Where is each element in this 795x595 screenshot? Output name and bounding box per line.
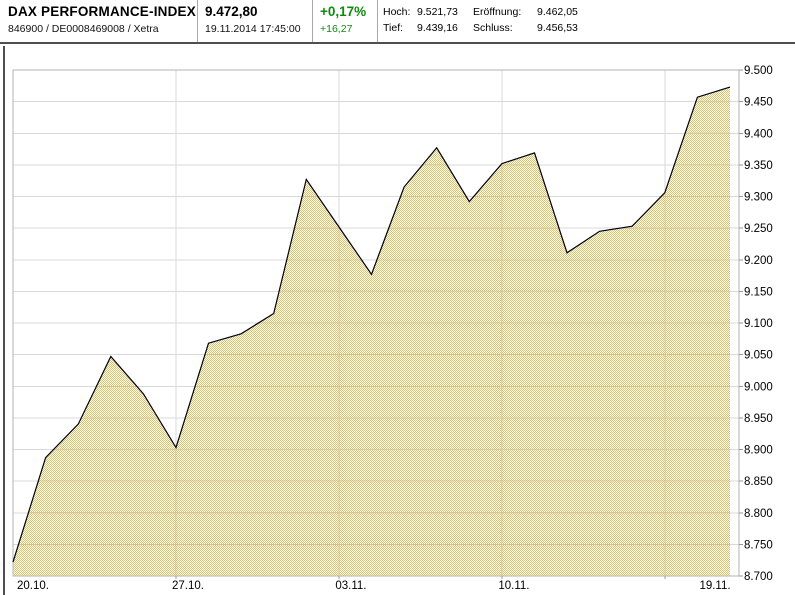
- y-axis-tick-label: 8.900: [744, 445, 773, 457]
- x-axis-tick-label: 27.10.: [172, 580, 204, 592]
- change-percent: +0,17%: [320, 4, 367, 19]
- open-label: Eröffnung:: [473, 6, 522, 18]
- y-axis-labels: 9.500 9.450 9.400 9.350 9.300 9.250 9.200 9.150…: [739, 65, 773, 583]
- price-area-fill: [13, 87, 730, 576]
- y-axis-tick-label: 9.500: [744, 65, 773, 77]
- x-axis-tick-label: 10.11.: [498, 580, 529, 592]
- quote-datetime: 19.11.2014 17:45:00: [205, 23, 301, 35]
- header-divider: [312, 0, 313, 42]
- low-value: 9.439,16: [417, 22, 458, 34]
- y-axis-tick-label: 8.700: [744, 571, 773, 583]
- stats-section: Hoch: 9.521,73 Eröffnung: 9.462,05 Tief:…: [383, 6, 578, 34]
- instrument-section: DAX PERFORMANCE-INDEX 846900 / DE0008469…: [8, 4, 196, 35]
- x-axis-labels: 20.10. 27.10. 03.11. 10.11. 19.11.: [17, 576, 731, 592]
- close-value: 9.456,53: [537, 22, 578, 34]
- instrument-ids: 846900 / DE0008469008 / Xetra: [8, 23, 159, 35]
- last-price: 9.472,80: [205, 4, 258, 19]
- y-axis-tick-label: 9.250: [744, 223, 773, 235]
- price-line: [12, 86, 731, 563]
- low-label: Tief:: [383, 22, 404, 34]
- price-chart: 9.500 9.450 9.400 9.350 9.300 9.250 9.200 9.150…: [0, 46, 795, 595]
- y-axis-tick-label: 8.950: [744, 413, 773, 425]
- y-axis-tick-label: 8.800: [744, 508, 773, 520]
- high-label: Hoch:: [383, 6, 411, 18]
- header-divider: [197, 0, 198, 42]
- y-axis-tick-label: 9.200: [744, 255, 773, 267]
- instrument-title: DAX PERFORMANCE-INDEX: [8, 4, 196, 19]
- price-section: 9.472,80 19.11.2014 17:45:00: [205, 4, 301, 35]
- change-absolute: +16,27: [320, 23, 353, 35]
- y-axis-tick-label: 9.450: [744, 97, 773, 109]
- x-axis-tick-label: 03.11.: [335, 580, 366, 592]
- ohlc-stats: Hoch: 9.521,73 Eröffnung: 9.462,05 Tief:…: [383, 6, 578, 34]
- header-divider: [377, 0, 378, 42]
- y-axis-tick-label: 8.750: [744, 539, 773, 551]
- high-value: 9.521,73: [417, 6, 458, 18]
- price-chart-canvas: 9.500 9.450 9.400 9.350 9.300 9.250 9.200 9.150…: [12, 65, 773, 592]
- quote-header: DAX PERFORMANCE-INDEX 846900 / DE0008469…: [0, 0, 795, 44]
- y-axis-tick-label: 9.300: [744, 192, 773, 204]
- y-axis-tick-label: 9.400: [744, 128, 773, 140]
- y-axis-tick-label: 9.050: [744, 350, 773, 362]
- x-axis-tick-label: 19.11.: [699, 580, 730, 592]
- y-axis-tick-label: 9.350: [744, 160, 773, 172]
- y-axis-tick-label: 9.150: [744, 286, 773, 298]
- change-section: +0,17% +16,27: [320, 4, 366, 35]
- open-value: 9.462,05: [537, 6, 578, 18]
- x-axis-tick-label: 20.10.: [17, 580, 49, 592]
- y-axis-tick-label: 9.000: [744, 381, 773, 393]
- y-axis-tick-label: 9.100: [744, 318, 773, 330]
- panel-left-border: [3, 46, 5, 595]
- close-label: Schluss:: [473, 22, 513, 34]
- y-axis-tick-label: 8.850: [744, 476, 773, 488]
